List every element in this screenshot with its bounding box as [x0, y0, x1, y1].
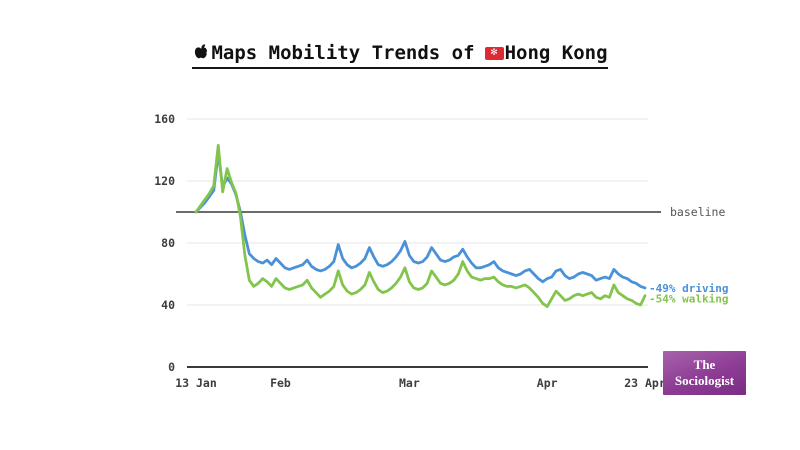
y-tick-label-0: 0 [168, 360, 175, 374]
x-tick-label-Apr: Apr [537, 376, 558, 390]
bauhinia-flower-glyph: ✻ [490, 47, 498, 58]
end-label-walking: -54% walking [649, 293, 728, 306]
y-tick-label-40: 40 [161, 298, 175, 312]
hong-kong-flag-icon: ✻ [484, 46, 504, 60]
chart-title: Maps Mobility Trends of ✻ Hong Kong [0, 42, 800, 69]
title-text-left: Maps Mobility Trends of [211, 42, 475, 64]
x-tick-label-23-Apr: 23 Apr [624, 376, 666, 390]
walking-line [194, 143, 647, 309]
brand-line-2: Sociologist [674, 373, 735, 388]
sociologist-logo: The Sociologist [663, 351, 746, 395]
driving-line [194, 151, 647, 290]
end-label-driving: -49% driving [649, 282, 728, 295]
y-tick-label-160: 160 [154, 112, 175, 126]
brand-line-1: The [693, 356, 716, 372]
x-tick-label-13-Jan: 13 Jan [175, 376, 217, 390]
x-tick-label-Feb: Feb [270, 376, 291, 390]
chart-title-underline: Maps Mobility Trends of ✻ Hong Kong [192, 42, 608, 69]
apple-logo-icon [195, 44, 211, 59]
baseline-label: baseline [670, 205, 725, 219]
x-tick-label-Mar: Mar [399, 376, 420, 390]
y-tick-label-80: 80 [161, 236, 175, 250]
y-tick-label-120: 120 [154, 174, 175, 188]
title-text-right: Hong Kong [504, 42, 608, 64]
